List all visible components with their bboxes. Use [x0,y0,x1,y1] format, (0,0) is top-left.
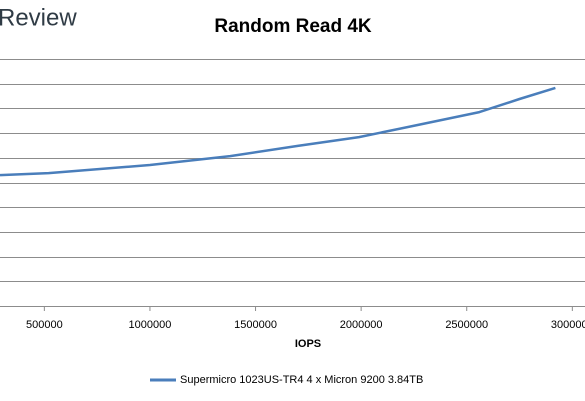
x-axis-label: IOPS [295,338,321,350]
chart-title: Random Read 4K [214,16,372,37]
x-tick-label: 1500000 [234,319,277,331]
x-tick-label: 1000000 [129,319,172,331]
x-tick-label: 2500000 [445,319,488,331]
legend-label: Supermicro 1023US-TR4 4 x Micron 9200 3.… [180,374,423,386]
watermark: Review [0,4,77,31]
x-tick-label: 500000 [26,319,63,331]
x-tick-label: 3000000 [551,319,585,331]
data-line [0,86,556,177]
x-tick-label: 2000000 [340,319,383,331]
